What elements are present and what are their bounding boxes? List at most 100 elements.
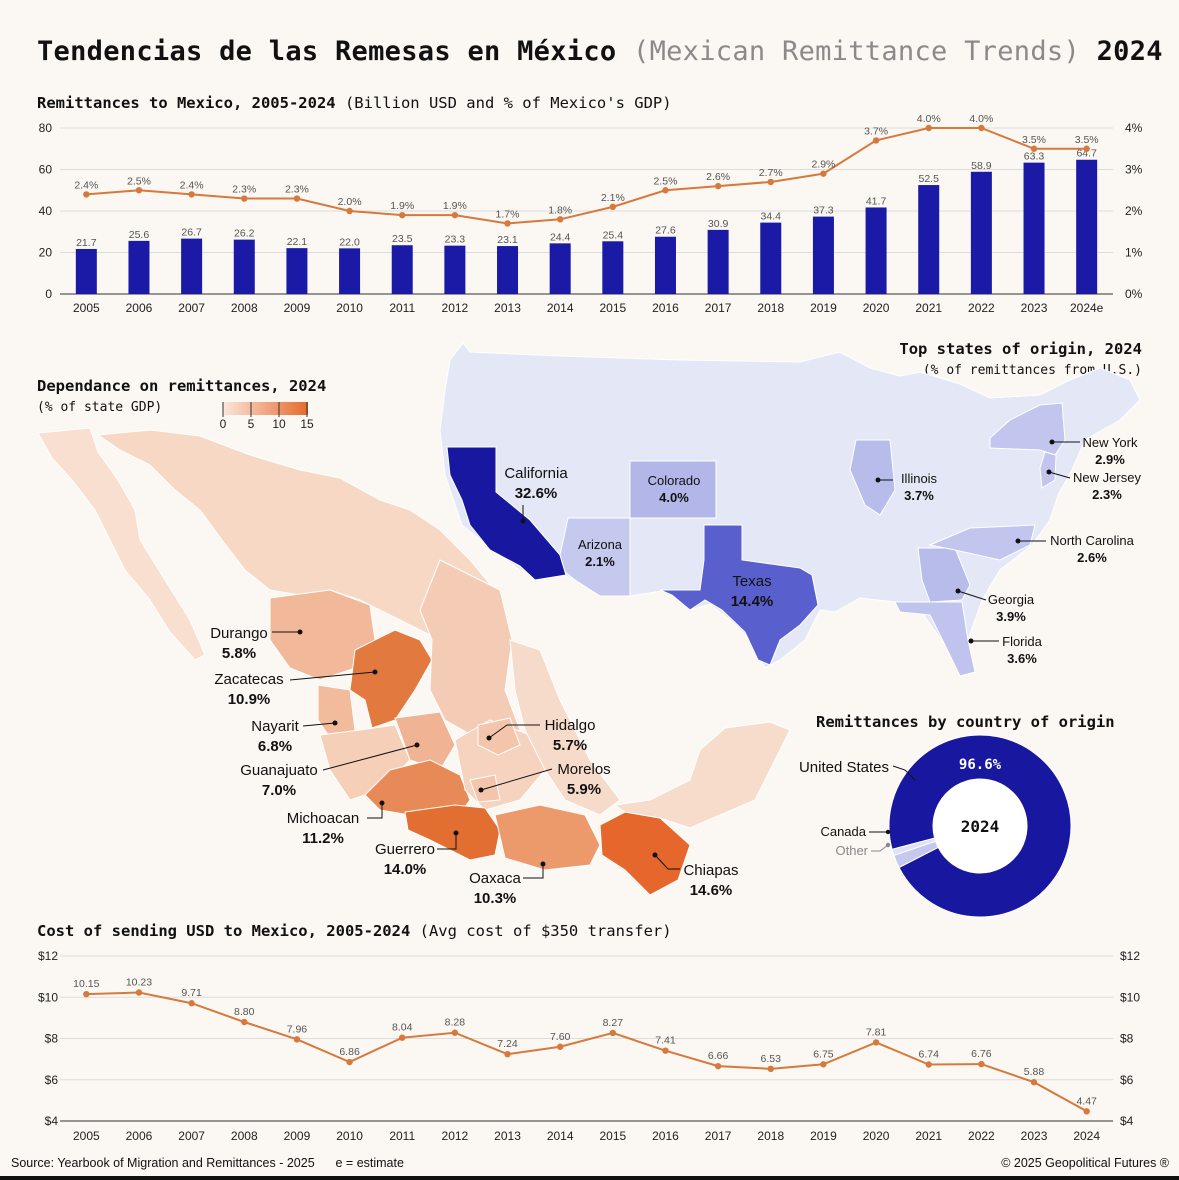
cost-point <box>399 1034 406 1041</box>
cost-x-tick: 2015 <box>599 1129 626 1143</box>
remit-bar <box>654 236 676 294</box>
cost-y-tick-right: $10 <box>1120 990 1140 1004</box>
cost-point <box>293 1036 301 1043</box>
cost-x-tick: 2018 <box>757 1129 784 1143</box>
remit-x-tick: 2023 <box>1021 301 1048 315</box>
remit-y-tick: 0 <box>45 287 52 301</box>
footer-note: e = estimate <box>335 1156 404 1170</box>
donut-title: Remittances by country of origin <box>816 713 1115 731</box>
remit-bar <box>75 248 97 294</box>
remit-gdp-point <box>241 195 248 202</box>
remit-gdp-label: 2.4% <box>180 179 204 191</box>
remit-bar <box>812 216 834 294</box>
cost-point <box>451 1029 459 1036</box>
us-map: California 32.6% Texas 14.4% Colorado 4.… <box>439 342 1141 677</box>
mx-value-oaxaca: 10.3% <box>474 890 517 907</box>
cost-label: 6.86 <box>339 1046 360 1058</box>
mx-zacatecas <box>349 629 433 729</box>
footer-source: Source: Yearbook of Migration and Remitt… <box>11 1156 404 1170</box>
dependance-title: Dependance on remittances, 2024 <box>37 377 327 395</box>
remit-bar-label: 37.3 <box>813 205 834 217</box>
cost-point <box>978 1060 985 1068</box>
us-label-arizona: Arizona <box>578 537 623 552</box>
cost-x-tick: 2013 <box>494 1129 521 1143</box>
remit-bar <box>602 241 624 294</box>
remittances-chart: 0 20 40 60 80 0% 1% 2% 3% 4% 21.7 2005 25.6 2006 26.7 2… <box>39 113 1143 315</box>
cost-x-tick: 2022 <box>968 1129 995 1143</box>
cost-point <box>1030 1079 1038 1086</box>
cost-point <box>241 1018 248 1026</box>
remit-gdp-point <box>872 137 880 144</box>
legend-tick-0: 0 <box>220 417 227 431</box>
mx-label-guerrero: Guerrero <box>375 841 435 858</box>
cost-label: 6.76 <box>971 1048 992 1060</box>
remit-bar <box>128 240 150 294</box>
mx-hidalgo <box>477 717 521 756</box>
title-translation: (Mexican Remittance Trends) <box>633 36 1081 67</box>
remit-gdp-label: 2.4% <box>74 179 98 191</box>
cost-y-tick-right: $4 <box>1120 1114 1134 1128</box>
cost-point <box>609 1029 617 1037</box>
mx-guerrero <box>404 804 501 861</box>
cost-point <box>188 1000 195 1007</box>
mx-value-guerrero: 14.0% <box>384 861 427 878</box>
remit-gdp-point <box>609 203 617 211</box>
cost-x-tick: 2024 <box>1073 1129 1100 1143</box>
mx-oaxaca <box>494 804 601 871</box>
title-main: Tendencias de las Remesas en México <box>37 36 617 67</box>
remit-gdp-label: 2.3% <box>232 184 256 196</box>
cost-label: 7.24 <box>497 1038 518 1050</box>
remit-chart-title: Remittances to Mexico, 2005-2024 (Billio… <box>37 94 672 112</box>
remit-x-tick: 2011 <box>389 301 415 315</box>
remit-bar <box>286 248 308 294</box>
mx-value-chiapas: 14.6% <box>690 882 733 899</box>
donut-dot-canada <box>885 829 891 835</box>
remit-bar <box>549 243 571 294</box>
dependance-legend-bar <box>223 402 308 415</box>
remit-y-tick: 60 <box>39 163 53 177</box>
cost-point <box>504 1050 511 1058</box>
remit-x-tick: 2022 <box>968 301 995 315</box>
cost-x-tick: 2017 <box>705 1129 732 1143</box>
us-label-new-jersey: New Jersey <box>1073 470 1141 485</box>
remit-y2-tick: 3% <box>1125 163 1143 177</box>
remit-gdp-point <box>135 187 143 194</box>
cost-point <box>767 1065 774 1073</box>
cost-y-tick: $4 <box>45 1114 59 1128</box>
remit-bar-label: 22.0 <box>339 236 360 248</box>
remit-bar <box>1076 159 1098 294</box>
footer-copyright: © 2025 Geopolitical Futures ® <box>1001 1156 1169 1170</box>
cost-label: 9.71 <box>181 987 202 999</box>
remit-bar <box>391 245 413 294</box>
cost-point <box>346 1058 353 1066</box>
remit-gdp-label: 1.9% <box>443 200 467 212</box>
remit-gdp-point <box>1030 145 1038 152</box>
remit-x-tick: 2017 <box>705 301 732 315</box>
us-label-illinois: Illinois <box>901 471 938 486</box>
cost-label: 6.66 <box>708 1050 729 1062</box>
remit-bar-label: 30.9 <box>708 218 729 230</box>
donut-dot-other <box>885 842 891 848</box>
cost-label: 6.53 <box>761 1053 782 1065</box>
remit-gdp-point <box>83 191 90 198</box>
mx-baja-california <box>37 427 206 661</box>
us-value-california: 32.6% <box>515 485 558 502</box>
donut-label-canada: Canada <box>820 824 866 839</box>
remit-y-tick: 80 <box>39 121 53 135</box>
remit-bar-label: 52.5 <box>919 173 940 185</box>
remit-bar-label: 26.2 <box>234 228 255 240</box>
us-state-north-carolina <box>928 524 1036 561</box>
cost-label: 7.60 <box>550 1031 571 1043</box>
cost-y-tick: $10 <box>38 990 58 1004</box>
remit-bar-label: 23.1 <box>497 234 518 246</box>
cost-point <box>872 1039 880 1046</box>
mx-value-morelos: 5.9% <box>567 781 601 798</box>
remit-y2-tick: 4% <box>1125 121 1143 135</box>
remit-bar-label: 21.7 <box>76 237 97 249</box>
cost-y-tick-right: $12 <box>1120 949 1140 963</box>
mx-value-zacatecas: 10.9% <box>228 691 271 708</box>
cost-label: 8.27 <box>603 1017 624 1029</box>
